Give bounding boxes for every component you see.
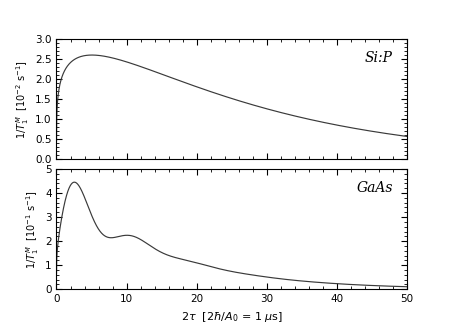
X-axis label: $2\tau$  [$2\hbar/A_0$ = 1 $\mu$s]: $2\tau$ [$2\hbar/A_0$ = 1 $\mu$s] xyxy=(180,310,282,324)
Text: GaAs: GaAs xyxy=(355,181,392,195)
Y-axis label: $1/T_1^M$  [$10^{-2}$ s$^{-1}$]: $1/T_1^M$ [$10^{-2}$ s$^{-1}$] xyxy=(14,60,31,139)
Text: Si:P: Si:P xyxy=(364,51,392,65)
Y-axis label: $1/T_1^M$  [$10^{-1}$ s$^{-1}$]: $1/T_1^M$ [$10^{-1}$ s$^{-1}$] xyxy=(24,189,41,268)
